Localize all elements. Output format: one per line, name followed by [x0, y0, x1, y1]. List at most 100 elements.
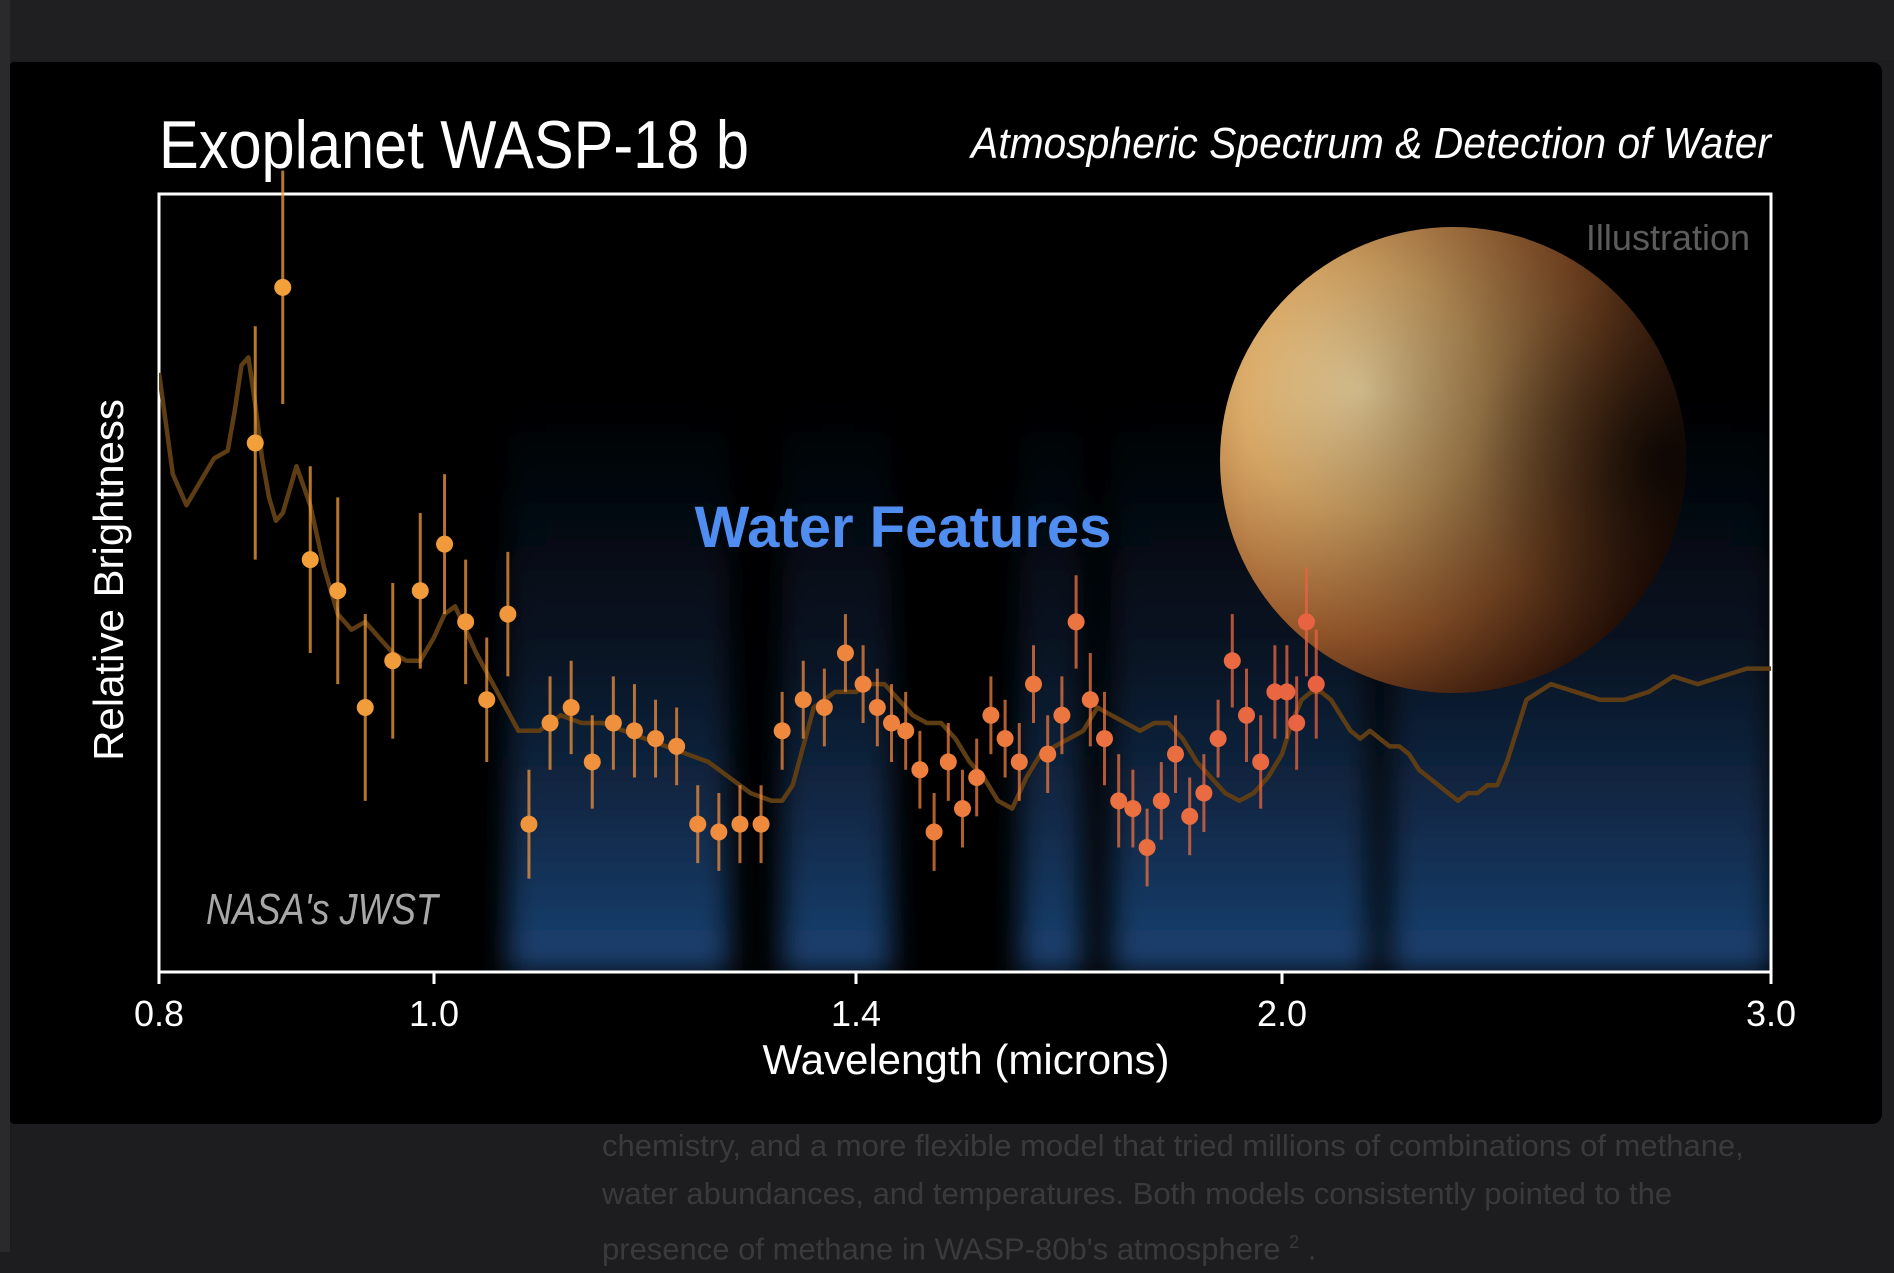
data-point — [1238, 668, 1255, 762]
point-marker — [794, 691, 812, 709]
data-point — [710, 793, 728, 871]
point-marker — [710, 823, 728, 841]
data-point — [1278, 645, 1296, 739]
data-point — [1223, 614, 1241, 708]
point-marker — [939, 753, 957, 771]
data-point — [1010, 723, 1028, 801]
article-line-text: presence of methane in WASP-80b's atmosp… — [602, 1231, 1281, 1267]
data-point — [1297, 567, 1315, 677]
point-marker — [1195, 784, 1213, 802]
x-ticks: 0.8 1.0 1.4 2.0 3.0 — [134, 972, 1796, 1034]
chart-subtitle: Atmospheric Spectrum & Detection of Wate… — [968, 119, 1773, 168]
data-point — [911, 730, 929, 809]
x-tick-label: 2.0 — [1257, 993, 1307, 1034]
data-point — [968, 738, 986, 817]
data-point — [329, 497, 347, 685]
data-point — [1195, 754, 1213, 832]
water-features-label: Water Features — [695, 495, 1112, 560]
x-tick-label: 3.0 — [1746, 993, 1796, 1034]
data-point — [1067, 575, 1085, 669]
point-marker — [911, 761, 929, 779]
data-point — [689, 785, 707, 864]
point-marker — [854, 675, 872, 693]
article-text-behind: chemistry, and a more flexible model tha… — [602, 1122, 1842, 1273]
point-marker — [1053, 706, 1071, 724]
point-marker — [968, 769, 986, 786]
data-point — [411, 512, 429, 669]
data-point — [836, 614, 854, 692]
point-marker — [604, 714, 622, 732]
point-marker — [1152, 792, 1170, 810]
point-marker — [1025, 675, 1042, 693]
data-point — [583, 715, 601, 809]
data-point — [1181, 777, 1199, 856]
data-point — [1039, 715, 1057, 794]
point-marker — [274, 278, 292, 296]
point-marker — [499, 605, 517, 623]
data-point — [925, 793, 943, 871]
point-marker — [436, 535, 454, 553]
point-marker — [1067, 613, 1085, 631]
data-point — [1288, 676, 1306, 770]
chart-title: Exoplanet WASP-18 b — [159, 107, 749, 183]
point-marker — [1252, 753, 1270, 771]
point-marker — [752, 815, 770, 833]
point-marker — [246, 434, 264, 452]
point-marker — [925, 823, 943, 841]
point-marker — [689, 815, 707, 833]
data-point — [478, 637, 496, 762]
point-marker — [1223, 652, 1241, 670]
point-marker — [1124, 800, 1142, 818]
water-band — [507, 394, 730, 972]
point-marker — [731, 815, 749, 833]
point-marker — [583, 753, 601, 771]
spectrum-figure: 0.8 1.0 1.4 2.0 3.0 Exoplanet WASP-18 b Atmo… — [10, 62, 1882, 1124]
point-marker — [478, 691, 496, 709]
data-point — [436, 474, 454, 615]
data-point — [1266, 645, 1284, 739]
point-marker — [1039, 745, 1057, 763]
data-point — [647, 699, 665, 778]
data-point — [939, 723, 957, 801]
data-point — [356, 614, 374, 801]
x-tick-label: 1.4 — [831, 993, 881, 1034]
data-point — [499, 551, 517, 677]
data-point — [274, 170, 292, 405]
point-marker — [1307, 675, 1325, 693]
point-marker — [329, 582, 347, 600]
x-tick-label: 0.8 — [134, 993, 184, 1034]
point-marker — [1110, 792, 1128, 810]
point-marker — [384, 652, 402, 670]
point-marker — [1209, 730, 1227, 748]
point-marker — [1297, 613, 1315, 631]
point-marker — [897, 722, 915, 740]
data-point — [982, 676, 1000, 755]
article-line: chemistry, and a more flexible model tha… — [602, 1128, 1744, 1163]
point-marker — [1081, 691, 1099, 709]
data-point — [604, 676, 622, 770]
data-point — [1152, 761, 1170, 840]
data-point — [731, 785, 749, 864]
y-axis-label: Relative Brightness — [85, 399, 132, 761]
data-point — [384, 583, 402, 739]
point-marker — [301, 551, 319, 569]
article-line: water abundances, and temperatures. Both… — [602, 1176, 1673, 1211]
data-point — [1307, 629, 1325, 739]
point-marker — [562, 698, 580, 716]
data-point — [1209, 699, 1227, 778]
data-point — [1110, 754, 1128, 848]
point-marker — [625, 722, 643, 740]
data-point — [815, 668, 833, 747]
point-marker — [982, 706, 1000, 724]
data-point — [1096, 691, 1113, 786]
planet-illustration — [1220, 227, 1686, 693]
data-point — [301, 466, 319, 654]
point-marker — [411, 582, 429, 600]
point-marker — [996, 730, 1014, 748]
data-point — [954, 769, 971, 848]
data-point — [868, 668, 886, 747]
point-marker — [836, 644, 854, 662]
data-point — [1138, 808, 1156, 887]
data-point — [625, 684, 643, 778]
data-point — [1081, 653, 1099, 747]
